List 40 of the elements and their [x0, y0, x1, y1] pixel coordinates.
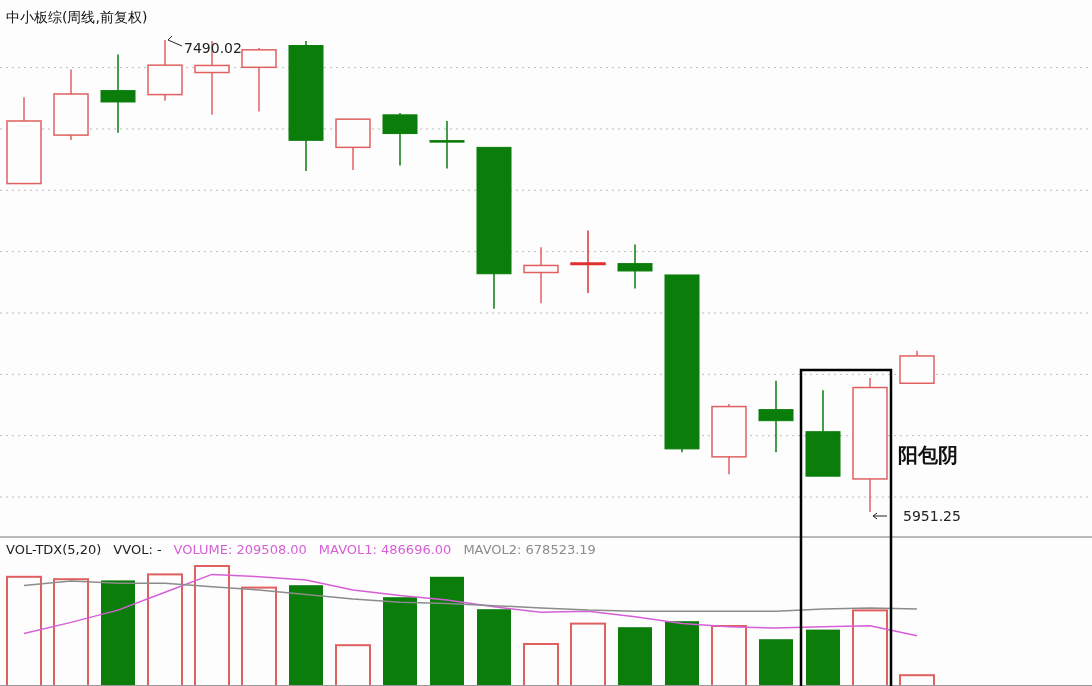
bar	[6, 575, 42, 686]
bar	[711, 625, 747, 686]
candlestick	[147, 39, 183, 102]
series-label: MAVOL1: 486696.00	[318, 542, 452, 557]
chart-subtitle: VVOL: -	[113, 542, 162, 557]
candlestick	[53, 68, 89, 141]
bar	[289, 585, 323, 686]
bar	[570, 622, 606, 686]
candlestick	[100, 53, 136, 134]
candlestick	[758, 380, 794, 454]
bar	[852, 609, 888, 686]
bar	[665, 621, 699, 686]
bar	[477, 609, 511, 686]
candlestick	[852, 377, 888, 513]
candlestick	[288, 40, 324, 172]
annotation: 5951.25	[903, 508, 961, 524]
bar	[194, 565, 230, 686]
bar	[335, 644, 371, 686]
bar	[806, 629, 840, 686]
bar	[523, 643, 559, 686]
chart-title: VOL-TDX(5,20)	[6, 542, 102, 557]
chart-title: 中小板综(周线,前复权)	[6, 9, 148, 25]
bar	[759, 639, 793, 686]
bar	[241, 586, 277, 686]
candlestick	[711, 403, 747, 476]
bar	[53, 578, 89, 686]
bar	[101, 580, 135, 686]
candlestick	[617, 243, 653, 290]
bar	[147, 573, 183, 686]
bar	[383, 597, 417, 686]
candlestick	[429, 120, 465, 170]
annotation: 阳包阴	[898, 443, 958, 467]
candlestick	[570, 229, 606, 294]
annotation: 7490.02	[184, 40, 242, 56]
bar	[430, 576, 464, 686]
text: VOLUME: 209508.00	[173, 542, 307, 557]
bar	[618, 627, 652, 686]
candlestick	[523, 246, 559, 304]
bar	[899, 674, 935, 686]
text: MAVOL2: 678523.19	[463, 542, 596, 557]
